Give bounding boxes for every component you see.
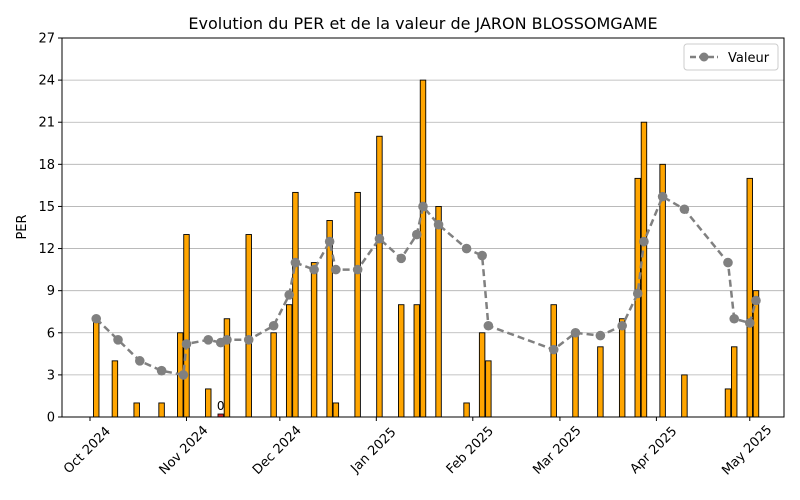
per-bar	[245, 234, 252, 418]
per-bar	[183, 234, 190, 418]
x-tick-label: Oct 2024	[61, 424, 114, 477]
per-bar	[724, 388, 732, 418]
chart-title: Evolution du PER et de la valeur de JARO…	[188, 14, 657, 33]
x-tick-label: May 2025	[719, 423, 775, 479]
valeur-point	[483, 320, 494, 331]
valeur-point	[729, 313, 740, 324]
per-bar	[746, 177, 753, 418]
y-tick-label: 9	[47, 284, 55, 299]
valeur-point	[374, 233, 385, 244]
y-tick-label: 3	[47, 368, 55, 383]
plot-frame	[61, 37, 785, 418]
bar-data-label: 0	[217, 399, 225, 413]
per-bar	[332, 402, 340, 418]
per-bar	[285, 304, 293, 418]
valeur-point	[324, 236, 335, 247]
valeur-point	[723, 257, 733, 268]
valeur-point	[433, 219, 444, 230]
valeur-point	[222, 334, 232, 345]
valeur-point	[461, 243, 472, 254]
y-tick-label: 21	[38, 116, 55, 131]
valeur-point	[639, 236, 649, 247]
valeur-point	[203, 334, 214, 345]
valeur-point	[657, 191, 668, 202]
per-bar	[478, 332, 486, 418]
y-tick-label: 12	[38, 242, 55, 257]
x-axis: Oct 2024 Nov 2024 Dec 2024 Jan 2025 Feb 2025…	[61, 417, 775, 478]
valeur-point	[309, 264, 319, 275]
valeur-point	[113, 334, 123, 345]
valeur-point	[570, 327, 581, 338]
valeur-point	[135, 356, 145, 366]
per-bar	[485, 360, 492, 418]
valeur-point	[679, 204, 690, 215]
valeur-point	[418, 201, 428, 212]
valeur-point	[156, 365, 167, 376]
valeur-point	[284, 290, 294, 300]
per-bar	[640, 121, 648, 418]
valeur-point	[411, 229, 422, 240]
valeur-point	[352, 264, 363, 275]
legend-box	[683, 43, 779, 71]
valeur-point	[290, 257, 301, 268]
per-bar	[158, 402, 165, 418]
valeur-point	[744, 318, 755, 328]
per-bar	[111, 360, 119, 418]
per-bar	[310, 262, 318, 418]
x-tick-label: Dec 2024	[250, 423, 305, 478]
per-bar	[681, 374, 688, 418]
per-bar	[419, 79, 427, 418]
per-bar	[354, 191, 361, 418]
valeur-point	[595, 330, 606, 341]
valeur-point	[548, 344, 559, 355]
per-bar	[597, 346, 604, 418]
valeur-point	[91, 313, 102, 324]
per-bar	[133, 402, 140, 418]
x-tick-label: Apr 2025	[628, 424, 681, 477]
y-tick-label: 27	[38, 32, 55, 47]
bar-data-labels: 0	[217, 399, 225, 413]
x-tick-label: Jan 2025	[348, 425, 400, 477]
x-tick-label: Feb 2025	[444, 424, 497, 477]
valeur-point	[178, 370, 189, 380]
valeur-point	[632, 288, 643, 299]
per-bar	[270, 332, 277, 418]
x-tick-label: Nov 2024	[157, 423, 212, 478]
valeur-point	[396, 253, 407, 264]
legend: Valeur	[683, 43, 779, 71]
y-axis-label: PER	[15, 214, 30, 239]
valeur-line-series	[91, 191, 761, 380]
per-bar	[398, 304, 405, 418]
valeur-point	[751, 295, 761, 306]
y-tick-label: 15	[38, 200, 55, 215]
y-tick-label: 6	[47, 326, 55, 341]
per-bar	[413, 304, 420, 418]
per-bar	[93, 318, 100, 418]
per-bars	[93, 79, 760, 418]
y-tick-label: 24	[38, 74, 55, 89]
valeur-point	[243, 334, 254, 345]
per-bar	[376, 135, 383, 418]
x-tick-label: Mar 2025	[530, 423, 584, 477]
valeur-point	[181, 339, 192, 349]
per-bar	[205, 388, 212, 418]
y-tick-label: 0	[47, 411, 55, 426]
valeur-point	[331, 264, 341, 275]
per-bar	[572, 332, 579, 418]
per-bar	[731, 346, 738, 418]
legend-entry-valeur: Valeur	[728, 51, 770, 66]
per-bar	[292, 191, 299, 418]
per-bar	[463, 402, 470, 418]
per-bar	[223, 318, 231, 418]
y-axis: 0 3 6 9 12 15 18 21 24 27	[38, 32, 62, 426]
valeur-point	[268, 320, 279, 331]
valeur-point	[477, 250, 487, 261]
per-bar	[435, 205, 442, 418]
legend-marker-swatch	[699, 52, 709, 62]
valeur-point	[617, 320, 627, 331]
y-tick-label: 18	[38, 158, 55, 173]
per-bar	[550, 304, 557, 418]
per-bar	[618, 318, 626, 418]
